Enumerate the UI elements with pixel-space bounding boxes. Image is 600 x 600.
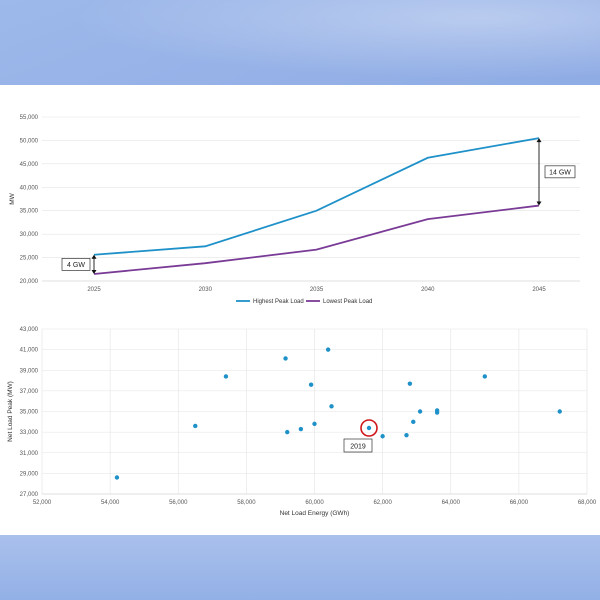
- scatter-point: [411, 419, 416, 425]
- x-tick-label: 54,000: [101, 500, 120, 506]
- scatter-point: [193, 423, 198, 429]
- x-tick-label: 2040: [421, 287, 435, 293]
- y-axis-title: Net Load Peak (MW): [7, 381, 14, 442]
- annotation-arrowhead-bottom: [536, 201, 542, 206]
- y-tick-label: 37,000: [20, 389, 39, 395]
- y-tick-label: 39,000: [20, 368, 39, 374]
- scatter-point: [557, 409, 562, 414]
- scatter-point: [312, 421, 317, 427]
- scatter-point: [283, 356, 288, 361]
- scatter-point: [404, 433, 409, 438]
- y-tick-label: 55,000: [20, 115, 39, 121]
- y-tick-label: 50,000: [20, 138, 39, 144]
- legend-label: Highest Peak Load: [253, 299, 304, 305]
- annotation-label: 4 GW: [67, 262, 85, 269]
- x-tick-label: 2035: [310, 287, 324, 293]
- annotation-box: [544, 165, 576, 179]
- y-tick-label: 27,000: [20, 492, 39, 498]
- scatter-point: [407, 381, 413, 386]
- scatter-point: [434, 410, 440, 415]
- y-tick-label: 25,000: [20, 256, 39, 262]
- scatter-point: [223, 374, 229, 379]
- y-tick-label: 31,000: [20, 451, 39, 457]
- x-tick-label: 68,000: [578, 500, 597, 506]
- y-tick-label: 30,000: [20, 232, 39, 238]
- highlight-label-box: [343, 438, 373, 453]
- x-tick-label: 66,000: [510, 500, 529, 506]
- x-tick-label: 2045: [532, 287, 546, 293]
- x-tick-label: 62,000: [373, 500, 392, 506]
- y-tick-label: 35,000: [20, 209, 39, 215]
- scatter-point: [114, 475, 120, 480]
- scatter-point: [329, 404, 334, 409]
- x-tick-label: 2025: [87, 287, 101, 293]
- chart-panel: [0, 85, 600, 535]
- x-tick-label: 58,000: [237, 500, 256, 506]
- scatter-point: [325, 347, 331, 352]
- annotation-arrowhead-top: [91, 254, 97, 259]
- scatter-point: [308, 382, 314, 387]
- x-tick-label: 56,000: [169, 500, 188, 506]
- annotation-arrowhead-bottom: [91, 269, 97, 274]
- scatter-point: [366, 425, 372, 431]
- scatter-point: [417, 409, 423, 414]
- background-bottom: [0, 535, 600, 600]
- y-tick-label: 35,000: [20, 410, 39, 416]
- y-tick-label: 33,000: [20, 430, 39, 436]
- annotation-arrowhead-top: [536, 138, 542, 143]
- y-tick-label: 43,000: [20, 327, 39, 333]
- scatter-point: [285, 429, 290, 435]
- y-axis-title: MW: [9, 192, 16, 204]
- y-tick-label: 41,000: [20, 348, 39, 354]
- highlight-label: 2019: [350, 444, 366, 451]
- annotation-label: 14 GW: [549, 169, 571, 176]
- x-axis-title: Net Load Energy (GWh): [280, 510, 350, 517]
- scatter-point: [298, 426, 304, 432]
- series-line-lowest-peak-load: [93, 204, 540, 275]
- x-tick-label: 60,000: [305, 500, 324, 506]
- x-tick-label: 52,000: [33, 500, 52, 506]
- scatter-point: [482, 374, 488, 379]
- background-top: [0, 0, 600, 90]
- y-tick-label: 45,000: [20, 162, 39, 168]
- y-tick-label: 29,000: [20, 471, 39, 477]
- highlight-circle: [360, 419, 378, 437]
- scatter-point: [380, 434, 385, 439]
- annotation-box: [61, 258, 91, 271]
- y-tick-label: 40,000: [20, 185, 39, 191]
- series-line-highest-peak-load: [93, 137, 540, 256]
- legend-label: Lowest Peak Load: [323, 299, 372, 305]
- x-tick-label: 64,000: [442, 500, 461, 506]
- y-tick-label: 20,000: [20, 279, 39, 285]
- x-tick-label: 2030: [199, 287, 213, 293]
